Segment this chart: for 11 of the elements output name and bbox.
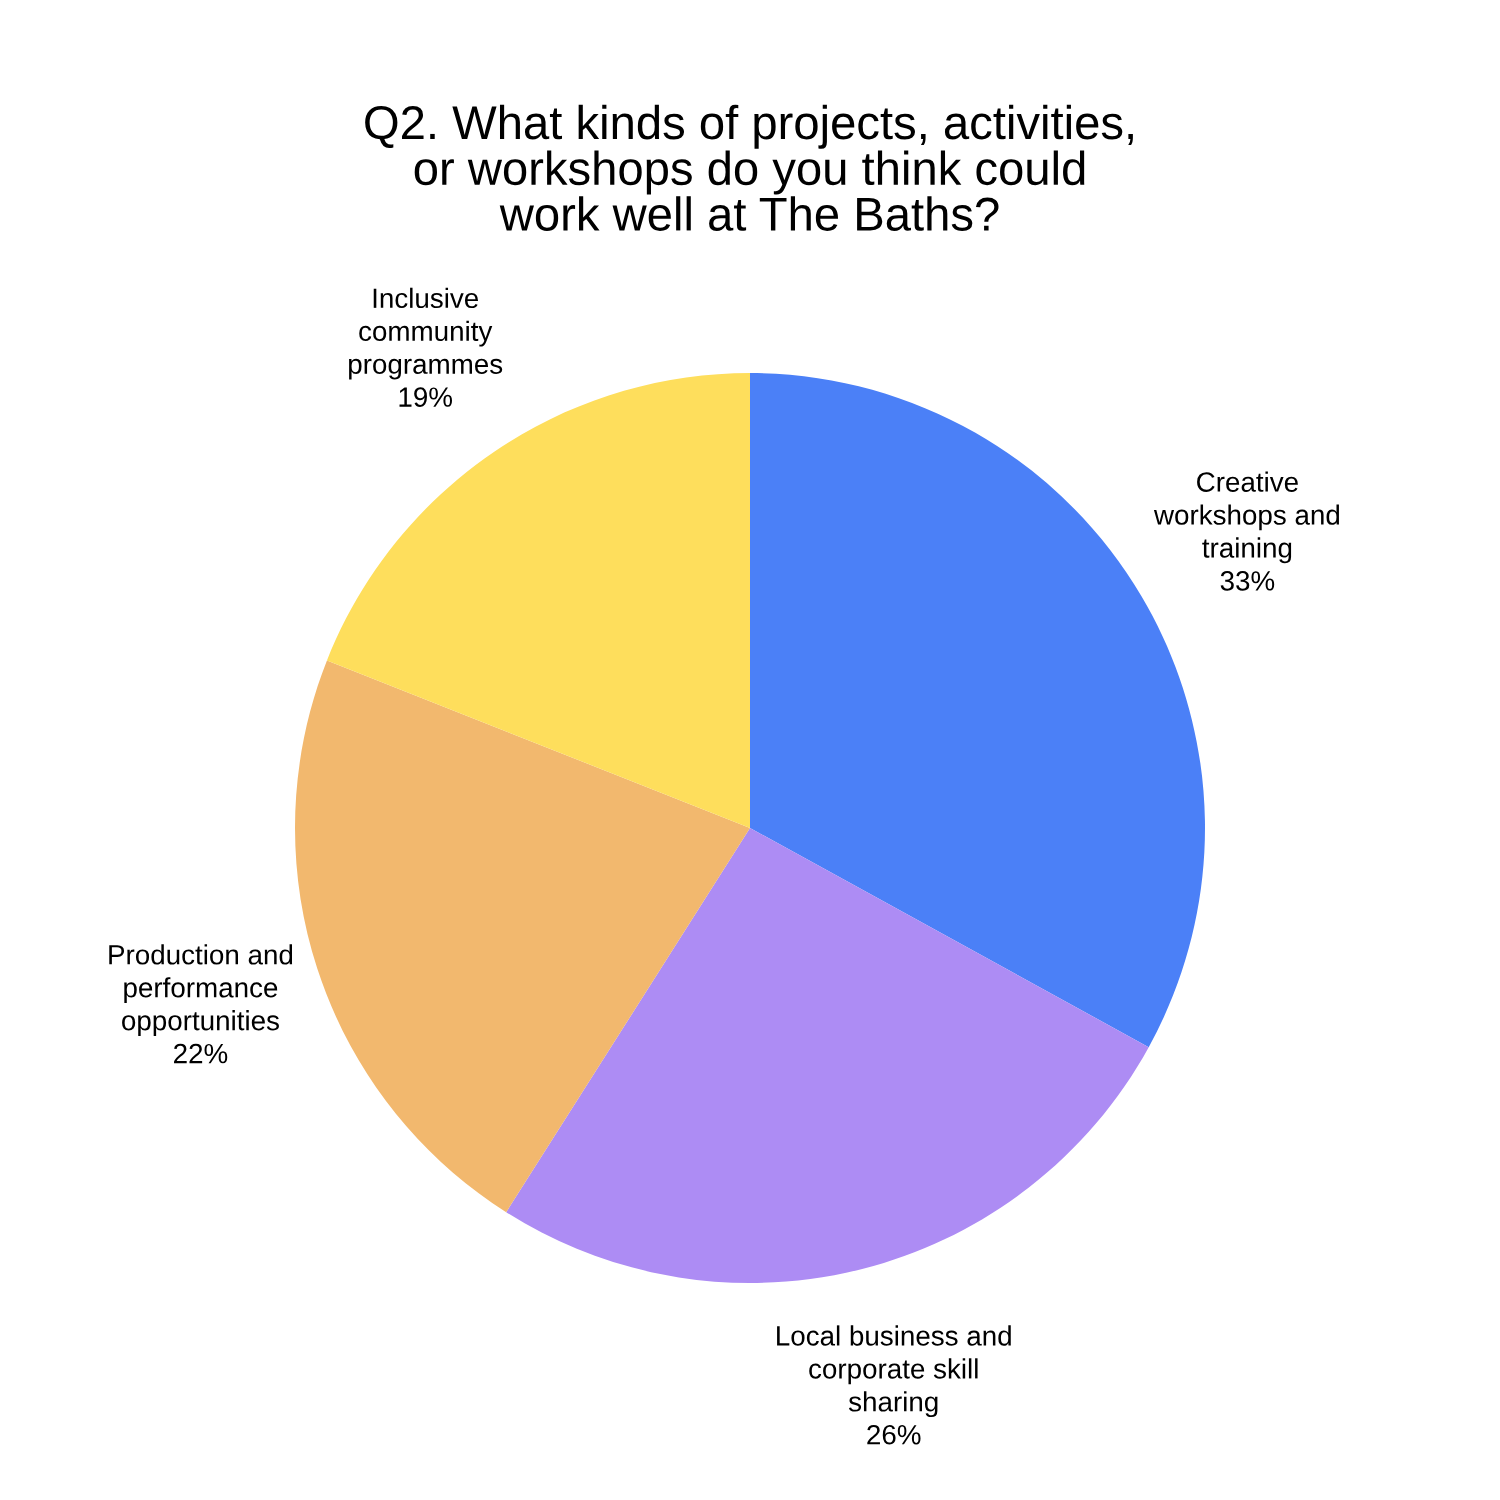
slice-label: Local business and corporate skill sharing	[777, 1325, 1011, 1418]
slice-label: Creative workshops and training	[1153, 471, 1340, 564]
slice-label: Inclusive community programmes	[349, 287, 503, 380]
data-label: 26%	[867, 1424, 921, 1445]
pie-slice	[295, 660, 750, 1213]
chart-title: Q2. What kinds of projects, activities, or workshops do you think could work well at The Baths?	[365, 104, 1133, 231]
pie-slice	[506, 828, 1149, 1283]
data-label: 33%	[1220, 571, 1275, 591]
data-label: 22%	[174, 1043, 228, 1064]
data-label: 19%	[399, 387, 453, 407]
slice-label: Production and performance opportunities	[109, 944, 293, 1036]
